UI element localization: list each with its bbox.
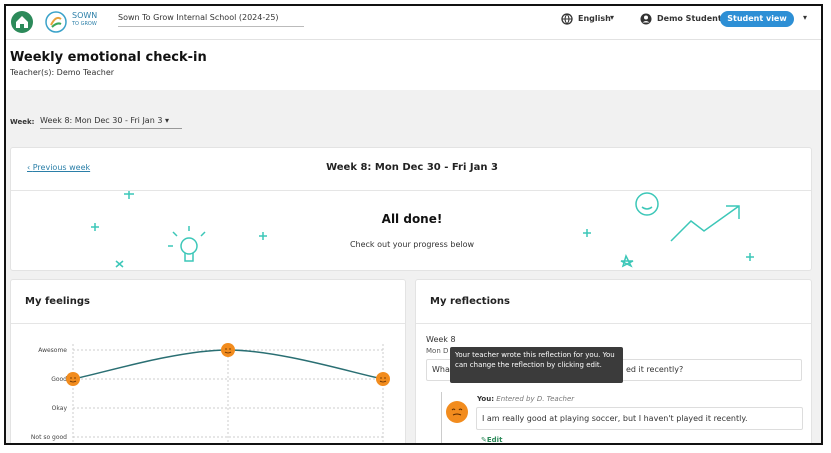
- logo-icon: [45, 11, 67, 33]
- emoji-face: [379, 377, 387, 383]
- home-icon[interactable]: [10, 10, 34, 34]
- app: SOWN TO GROW Sown To Grow Internal School…: [4, 4, 823, 445]
- answer-box[interactable]: I am really good at playing soccer, but …: [476, 407, 803, 430]
- edit-link[interactable]: ✎Edit: [481, 436, 503, 444]
- caret: ▾: [610, 13, 615, 22]
- week-select-text: Week 8: Mon Dec 30 - Fri Jan 3: [40, 116, 163, 125]
- entered-by: Entered by D. Teacher: [496, 395, 575, 403]
- caret[interactable]: ▾: [803, 13, 808, 22]
- tooltip: Your teacher wrote this reflection for y…: [450, 347, 623, 383]
- user-name[interactable]: Demo Student: [657, 14, 722, 23]
- school-select[interactable]: Sown To Grow Internal School (2024-25): [118, 13, 304, 27]
- reflections-title: My reflections: [430, 296, 510, 307]
- decorations: [91, 191, 754, 268]
- entry-meta: You: Entered by D. Teacher: [477, 395, 574, 403]
- avatar-emoji: [446, 401, 468, 423]
- question-start: Wha: [432, 365, 450, 374]
- you-label: You:: [477, 395, 495, 403]
- edit-text: Edit: [486, 436, 503, 444]
- page-title: Weekly emotional check-in: [10, 50, 207, 65]
- globe-icon: [561, 13, 573, 25]
- done-subtitle: Check out your progress below: [349, 240, 475, 249]
- week-label: Week:: [10, 118, 35, 126]
- divider: [11, 190, 811, 191]
- top-bar: SOWN TO GROW Sown To Grow Internal School…: [6, 6, 821, 40]
- emoji-point: [66, 372, 80, 386]
- emoji-face: [69, 377, 77, 383]
- y-tick-label: Not so good: [31, 434, 67, 441]
- feelings-chart: Awesome Good Okay Not so good: [31, 343, 390, 443]
- feelings-card: My feelings Awesome Good Okay Not so good: [10, 279, 406, 443]
- y-tick-label: Good: [51, 376, 67, 383]
- brand: SOWN TO GROW: [72, 11, 97, 29]
- divider: [11, 323, 405, 324]
- student-view-button[interactable]: Student view: [720, 11, 794, 27]
- summary-card: ‹ Previous week Week 8: Mon Dec 30 - Fri…: [10, 147, 812, 271]
- user-icon: [640, 13, 652, 25]
- reflections-card: My reflections Week 8 Mon D Wha ed it re…: [415, 279, 812, 444]
- emoji-point: [376, 372, 390, 386]
- question-end: ed it recently?: [626, 365, 684, 374]
- teachers: Teacher(s): Demo Teacher: [10, 68, 115, 77]
- previous-week-link[interactable]: ‹ Previous week: [27, 163, 91, 172]
- previous-week-text: Previous week: [32, 163, 91, 172]
- brand-name: SOWN: [72, 11, 98, 20]
- emoji-point: [221, 343, 235, 357]
- y-tick-label: Awesome: [38, 347, 67, 354]
- brand-sub: TO GROW: [72, 21, 97, 27]
- week-heading: Week 8: Mon Dec 30 - Fri Jan 3: [326, 162, 498, 173]
- divider: [416, 323, 811, 324]
- y-tick-label: Okay: [52, 405, 68, 412]
- emoji-face: [224, 348, 232, 354]
- title-section: Weekly emotional check-in Teacher(s): De…: [6, 40, 821, 90]
- week-dates: Mon D: [426, 347, 449, 355]
- done-heading: All done!: [381, 212, 443, 226]
- language-select[interactable]: English: [578, 14, 611, 23]
- week-select[interactable]: Week 8: Mon Dec 30 - Fri Jan 3 ▾: [40, 116, 182, 129]
- week-name: Week 8: [426, 335, 456, 344]
- feelings-title: My feelings: [25, 296, 90, 307]
- thread-line: [441, 392, 442, 443]
